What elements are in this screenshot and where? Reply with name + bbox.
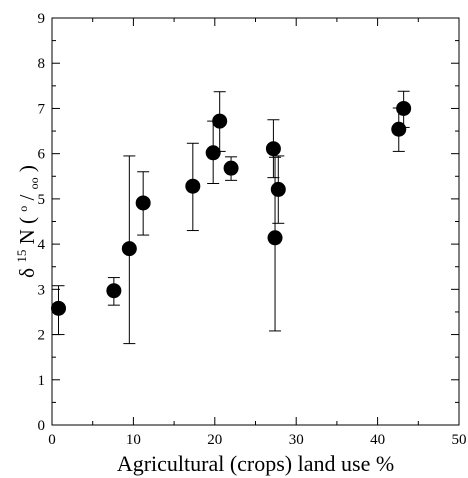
x-tick-label: 30 bbox=[289, 432, 304, 448]
y-tick-label: 5 bbox=[38, 192, 46, 208]
data-point bbox=[51, 300, 67, 316]
y-tick-label: 2 bbox=[38, 328, 46, 344]
data-point bbox=[267, 230, 283, 246]
y-tick-label: 8 bbox=[38, 56, 46, 72]
error-bars bbox=[52, 90, 410, 345]
x-tick-label: 40 bbox=[370, 432, 385, 448]
y-axis-title-element: N bbox=[15, 229, 39, 244]
data-point bbox=[121, 241, 137, 257]
y-tick-labels: 0 1 2 3 4 5 6 7 8 9 bbox=[38, 11, 46, 434]
data-point bbox=[265, 141, 281, 157]
data-point bbox=[212, 113, 228, 129]
data-points bbox=[51, 100, 412, 316]
data-point bbox=[391, 121, 407, 137]
data-point bbox=[106, 283, 122, 299]
y-tick-label: 4 bbox=[38, 237, 46, 253]
y-tick-label: 0 bbox=[38, 418, 46, 434]
x-tick-label: 20 bbox=[207, 432, 222, 448]
y-axis-title-isotope: 15 bbox=[14, 250, 29, 263]
y-axis-title-unit-sub: oo bbox=[27, 177, 41, 189]
x-tick-label: 50 bbox=[452, 432, 467, 448]
y-axis-title-unit-sup: o bbox=[16, 206, 30, 212]
plot-frame bbox=[51, 17, 460, 426]
data-point bbox=[396, 100, 412, 116]
x-axis-title: Agricultural (crops) land use % bbox=[117, 451, 394, 476]
y-axis-title-unit-slash: / bbox=[15, 195, 39, 201]
x-tick-labels: 0 10 20 30 40 50 bbox=[48, 432, 466, 448]
data-point bbox=[205, 145, 221, 161]
y-axis-title-unit-close: ) bbox=[15, 165, 39, 172]
y-axis-title-prefix: δ bbox=[15, 268, 39, 278]
y-axis-title-unit-open: ( bbox=[15, 217, 39, 224]
y-tick-label: 7 bbox=[38, 101, 46, 117]
y-tick-label: 6 bbox=[38, 147, 46, 163]
data-point bbox=[185, 178, 201, 194]
data-point bbox=[135, 195, 151, 211]
data-point bbox=[223, 160, 239, 176]
y-tick-label: 1 bbox=[38, 373, 46, 389]
x-tick-label: 10 bbox=[126, 432, 141, 448]
y-tick-label: 3 bbox=[38, 282, 46, 298]
y-axis-title: δ 15 N ( o / oo ) bbox=[7, 165, 43, 278]
y-tick-label: 9 bbox=[38, 11, 46, 27]
data-point bbox=[270, 181, 286, 197]
x-tick-label: 0 bbox=[48, 432, 56, 448]
axis-ticks bbox=[51, 17, 460, 426]
